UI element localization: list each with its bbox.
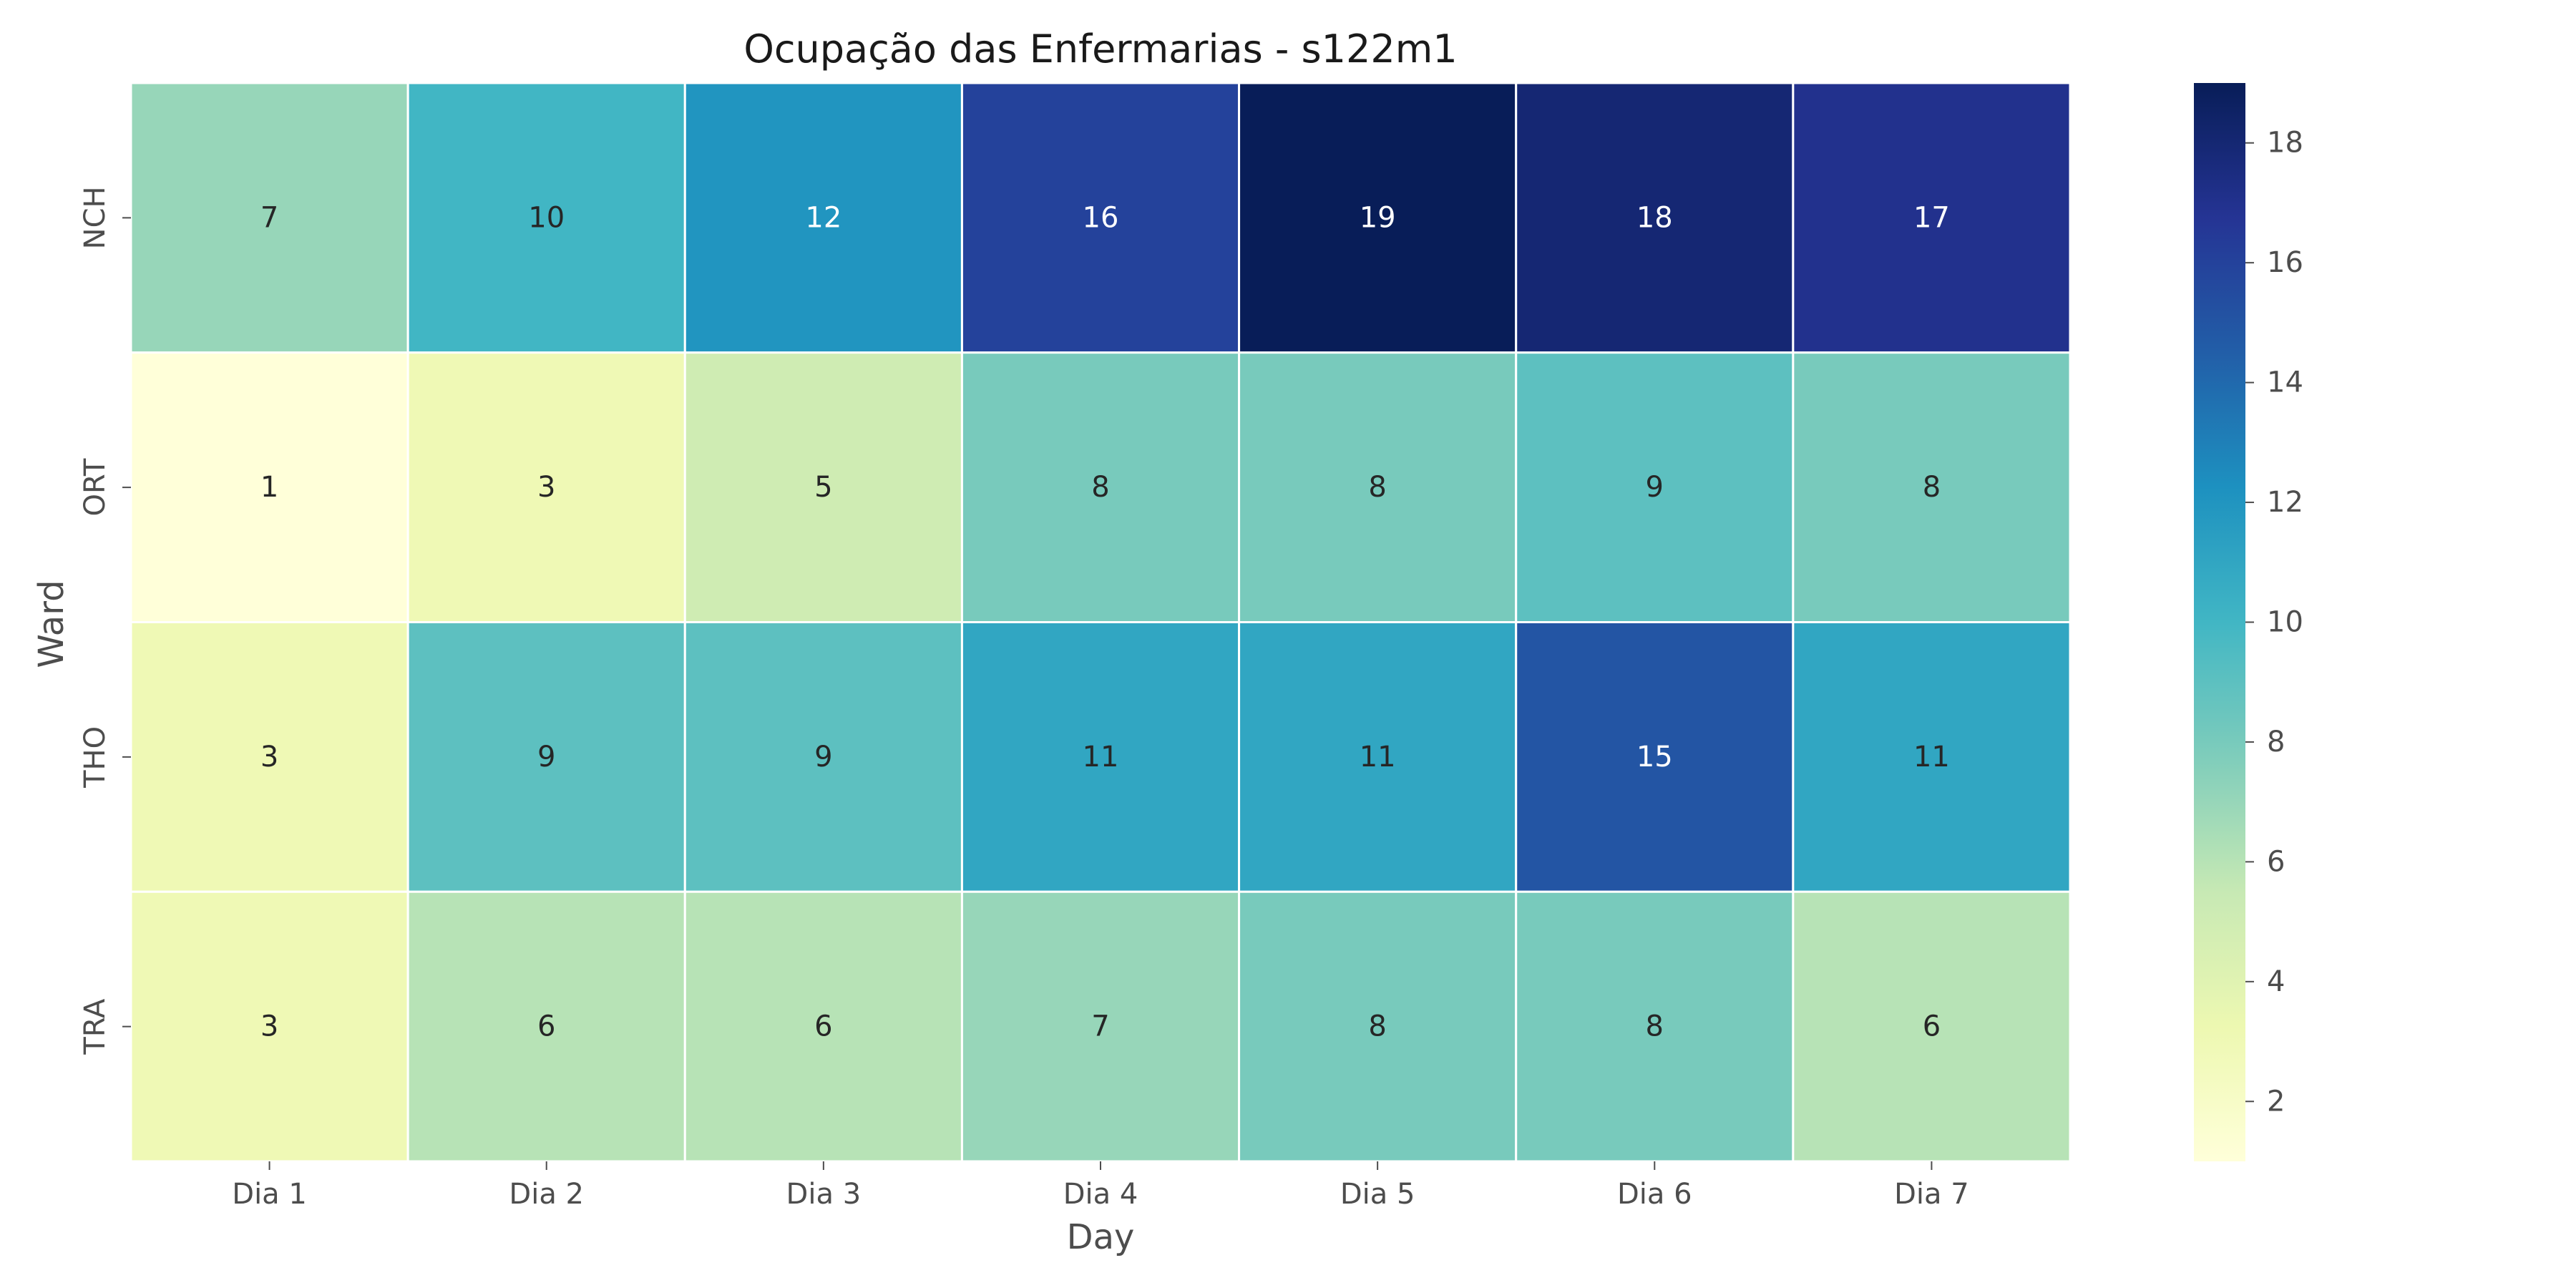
cell-value-label: 5 [814,471,832,504]
x-tick-label: Dia 1 [232,1178,307,1211]
heatmap-cell [683,351,963,623]
x-tick-label: Dia 4 [1063,1178,1138,1211]
heatmap-cell [1792,890,2072,1163]
heatmap-cell [130,82,409,354]
heatmap-cell [1515,621,1795,893]
cell-value-label: 10 [528,201,565,234]
colorbar-tick-label: 12 [2267,486,2303,519]
y-tick-label: TRA [79,998,112,1055]
cell-value-label: 8 [1091,471,1109,504]
heatmap-cell [960,82,1241,354]
y-tick-label: NCH [79,186,112,249]
colorbar-tick-label: 4 [2267,965,2285,998]
cell-value-label: 8 [1646,1010,1664,1043]
heatmap-cell [960,890,1241,1163]
x-tick-label: Dia 3 [786,1178,862,1211]
x-axis-label: Day [1067,1217,1135,1257]
x-tick-label: Dia 6 [1617,1178,1692,1211]
heatmap-cell [1515,82,1795,354]
cell-value-label: 3 [260,1010,278,1043]
cell-value-label: 8 [1368,471,1386,504]
cell-value-label: 1 [260,471,278,504]
colorbar-tick-label: 2 [2267,1085,2285,1118]
heatmap-cell [406,621,686,893]
heatmap-cell [1515,351,1795,623]
cell-value-label: 9 [1646,471,1664,504]
heatmap-cell [1238,351,1518,623]
heatmap-cell [960,621,1241,893]
heatmap-cell [130,621,409,893]
colorbar-tick-label: 18 [2267,127,2303,160]
cell-value-label: 6 [814,1010,832,1043]
y-tick-label: ORT [79,458,112,516]
heatmap-cell [1238,621,1518,893]
cell-value-label: 6 [537,1010,555,1043]
heatmap-cell [130,890,409,1163]
cell-value-label: 3 [537,471,555,504]
cell-value-label: 16 [1083,201,1119,234]
cell-value-label: 3 [260,741,278,774]
cell-value-label: 17 [1913,201,1950,234]
x-tick-label: Dia 2 [509,1178,584,1211]
colorbar-tick-label: 8 [2267,726,2285,758]
heatmap-cell [130,351,409,623]
colorbar-tick-label: 16 [2267,246,2303,279]
heatmap-cell [1515,890,1795,1163]
cell-value-label: 8 [1923,471,1941,504]
y-axis-ticks: NCH ORT THO TRA [79,186,131,1055]
cell-value-label: 18 [1636,201,1673,234]
colorbar-tick-label: 14 [2267,366,2303,399]
heatmap-cell [406,890,686,1163]
x-tick-label: Dia 5 [1340,1178,1415,1211]
cell-value-label: 7 [260,201,278,234]
heatmap-cell [683,82,963,354]
heatmap-cell [1792,621,2072,893]
cell-value-label: 19 [1360,201,1396,234]
y-tick-label: THO [79,726,112,789]
chart-title: Ocupação das Enfermarias - s122m1 [743,26,1457,72]
cell-value-label: 11 [1083,741,1119,774]
cell-value-label: 7 [1091,1010,1109,1043]
heatmap-cell [406,82,686,354]
heatmap-cell [683,621,963,893]
cell-value-label: 6 [1923,1010,1941,1043]
cell-value-label: 9 [814,741,832,774]
cell-value-label: 15 [1636,741,1673,774]
cell-value-label: 11 [1913,741,1950,774]
heatmap-cell [1792,351,2072,623]
colorbar: 2 4 6 8 10 12 14 16 18 [2194,83,2303,1161]
cell-value-label: 9 [537,741,555,774]
colorbar-tick-label: 10 [2267,606,2303,639]
y-axis-label: Ward [31,580,72,668]
colorbar-tick-label: 6 [2267,845,2285,878]
heatmap-cell [1238,82,1518,354]
x-axis-ticks: Dia 1 Dia 2 Dia 3 Dia 4 Dia 5 Dia 6 Dia 7 [232,1161,1969,1211]
cell-value-label: 12 [805,201,841,234]
cell-value-label: 8 [1368,1010,1386,1043]
heatmap-cells: 7 10 12 16 19 18 17 1 3 5 8 8 9 8 3 9 9 11 11 15 11 3 6 6 7 8 8 6 [130,82,2072,1163]
x-tick-label: Dia 7 [1894,1178,1969,1211]
cell-value-label: 11 [1360,741,1396,774]
colorbar-gradient [2194,83,2245,1161]
